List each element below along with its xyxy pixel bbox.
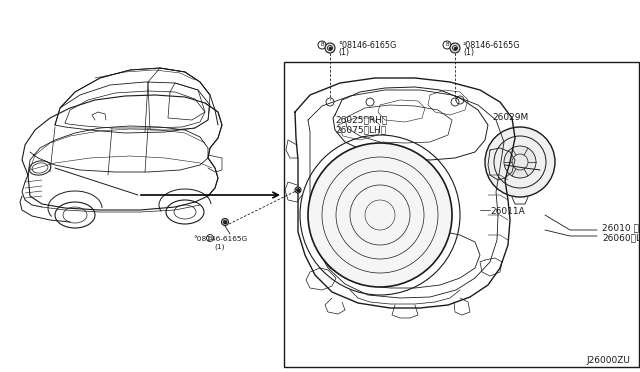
Text: °08146-6165G: °08146-6165G (338, 41, 396, 49)
Text: 26075〈LH〉: 26075〈LH〉 (335, 125, 386, 135)
Text: 26029M: 26029M (492, 113, 528, 122)
Bar (284, 62, 639, 367)
Text: B: B (320, 42, 324, 48)
Text: B: B (445, 42, 449, 48)
Text: (1): (1) (338, 48, 349, 58)
Text: °08146-6165G: °08146-6165G (193, 236, 247, 242)
Circle shape (325, 43, 335, 53)
Text: 26010 〈RH〉: 26010 〈RH〉 (602, 224, 640, 232)
Circle shape (221, 218, 228, 225)
Text: (1): (1) (463, 48, 474, 58)
Text: 26025〈RH〉: 26025〈RH〉 (335, 115, 387, 125)
Text: (1): (1) (215, 244, 225, 250)
Circle shape (308, 143, 452, 287)
Text: 26060〈LH〉: 26060〈LH〉 (602, 234, 640, 243)
Circle shape (504, 146, 536, 178)
Text: B: B (208, 235, 212, 241)
Circle shape (450, 43, 460, 53)
Circle shape (295, 187, 301, 193)
Text: J26000ZU: J26000ZU (586, 356, 630, 365)
Text: ²08146-6165G: ²08146-6165G (463, 41, 520, 49)
Text: 26011A: 26011A (490, 208, 525, 217)
Circle shape (485, 127, 555, 197)
